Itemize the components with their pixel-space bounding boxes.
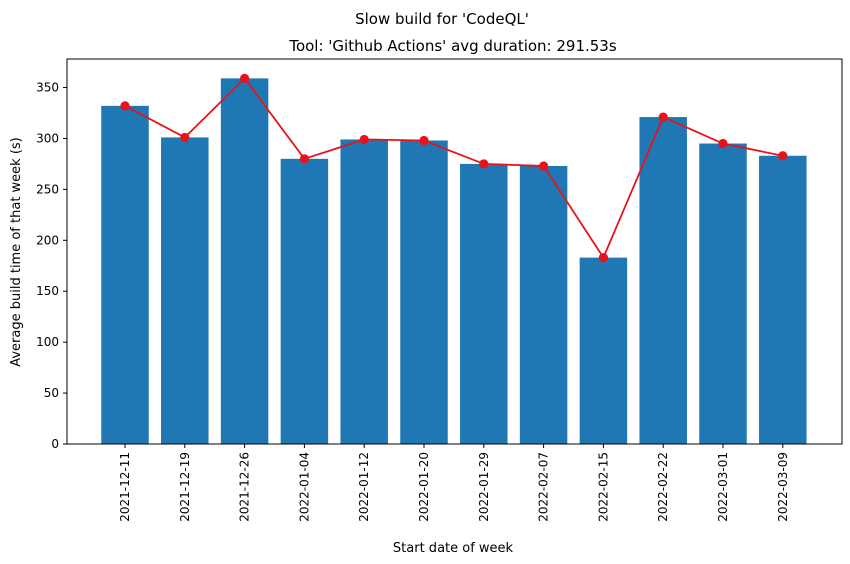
- chart-suptitle: Slow build for 'CodeQL': [355, 10, 529, 28]
- y-tick-label: 300: [36, 131, 59, 145]
- line-point: [598, 253, 609, 263]
- line-layer: [120, 73, 788, 263]
- line-point: [718, 138, 728, 149]
- x-tick-label: 2022-03-09: [776, 452, 790, 522]
- y-axis: 0 50 100 150 200 250 300 350: [36, 81, 67, 451]
- line-point: [120, 101, 130, 111]
- bar: [639, 117, 687, 445]
- x-tick-label: 2021-12-26: [238, 452, 252, 522]
- bar: [759, 155, 807, 444]
- x-tick-label: 2022-02-22: [656, 452, 670, 522]
- average-line: [124, 76, 783, 260]
- line-point: [299, 154, 309, 164]
- x-tick-label: 2022-03-01: [716, 452, 730, 522]
- x-tick-label: 2022-01-12: [357, 452, 371, 522]
- bar: [220, 78, 269, 444]
- y-tick-label: 350: [36, 81, 59, 95]
- bar: [101, 105, 149, 444]
- y-tick-label: 200: [36, 233, 59, 247]
- line-point: [479, 159, 489, 169]
- x-tick-label: 2022-01-20: [417, 452, 431, 522]
- line-point: [180, 132, 190, 143]
- line-point: [778, 151, 788, 161]
- y-tick-label: 100: [36, 335, 59, 349]
- x-tick-label: 2021-12-11: [118, 452, 132, 522]
- bar: [400, 140, 448, 444]
- x-tick-label: 2022-02-07: [537, 452, 551, 522]
- line-point: [658, 112, 668, 122]
- x-tick-label: 2021-12-19: [178, 452, 192, 522]
- line-point: [539, 161, 549, 171]
- line-point: [359, 134, 369, 145]
- x-tick-label: 2022-01-29: [477, 452, 491, 522]
- y-tick-label: 150: [36, 284, 59, 298]
- line-point: [419, 135, 429, 146]
- plot-frame: [66, 58, 843, 445]
- chart-title: Tool: 'Github Actions' avg duration: 291…: [288, 37, 617, 55]
- line-point: [240, 73, 250, 83]
- y-tick-label: 250: [36, 182, 59, 196]
- y-tick-label: 0: [51, 437, 59, 451]
- y-axis-label: Average build time of that week (s): [9, 137, 24, 367]
- bar: [161, 137, 209, 445]
- x-axis-label: Start date of week: [393, 541, 514, 556]
- bar: [340, 139, 388, 445]
- bars-layer: [101, 78, 807, 445]
- bar: [460, 163, 508, 444]
- bar: [579, 257, 628, 444]
- x-tick-label: 2022-02-15: [596, 452, 610, 522]
- x-axis: 2021-12-11 2021-12-19 2021-12-26 2022-01-04…: [118, 444, 790, 522]
- bar: [280, 158, 329, 444]
- x-tick-label: 2022-01-04: [297, 452, 311, 522]
- bar: [519, 165, 568, 444]
- y-tick-label: 50: [44, 386, 59, 400]
- bar: [699, 143, 747, 444]
